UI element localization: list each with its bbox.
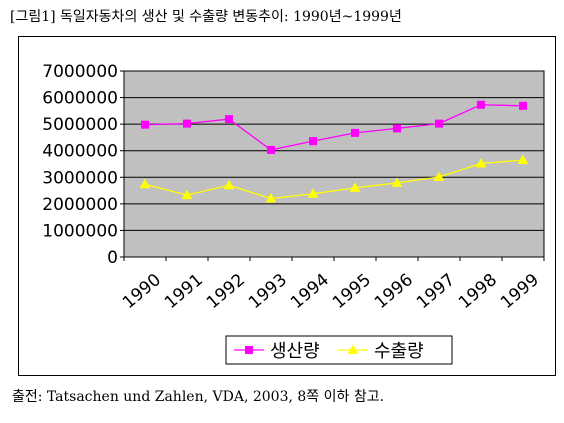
data-point	[351, 128, 359, 137]
y-tick-label: 4000000	[42, 142, 118, 162]
data-point	[307, 188, 319, 198]
series-2	[139, 154, 529, 203]
figure-title: [그림1] 독일자동차의 생산 및 수출량 변동추이: 1990년~1999년	[10, 9, 402, 25]
x-tick-label: 1999	[497, 270, 543, 313]
y-tick-label: 2000000	[42, 195, 118, 215]
y-tick-label: 1000000	[42, 221, 118, 241]
plot-area	[123, 70, 545, 258]
x-tick-label: 1990	[119, 270, 165, 313]
data-point	[309, 137, 317, 146]
y-tick-label: 6000000	[42, 89, 118, 109]
x-tick-label: 1997	[413, 270, 459, 313]
x-tick-label: 1995	[329, 270, 375, 313]
data-point	[349, 182, 361, 192]
legend-label: 수출량	[374, 341, 424, 362]
data-point	[223, 179, 235, 190]
legend-marker	[245, 346, 253, 354]
y-tick-label: 3000000	[42, 168, 118, 188]
data-point	[475, 157, 487, 168]
series-1	[141, 100, 527, 154]
data-point	[267, 145, 275, 154]
data-point	[433, 171, 445, 182]
x-tick-label: 1993	[245, 270, 291, 313]
y-tick-label: 7000000	[42, 62, 118, 82]
x-tick-label: 1991	[161, 270, 207, 313]
x-tick-label: 1998	[455, 270, 501, 313]
legend-marker	[347, 344, 359, 354]
legend-label: 생산량	[270, 341, 320, 362]
data-point	[225, 115, 233, 124]
y-tick-label: 0	[107, 248, 118, 268]
data-point	[393, 124, 401, 133]
data-point	[435, 119, 443, 128]
data-point	[183, 119, 191, 128]
data-point	[517, 154, 529, 165]
data-point	[519, 101, 527, 110]
legend-item: 수출량	[338, 341, 424, 362]
series-line	[144, 104, 524, 151]
data-point	[181, 189, 193, 200]
x-tick-label: 1994	[287, 270, 333, 313]
x-tick-label: 1992	[203, 270, 249, 313]
data-point	[477, 100, 485, 109]
source-caption: 출전: Tatsachen und Zahlen, VDA, 2003, 8쪽 …	[12, 389, 385, 405]
chart-frame: 0 1000000 2000000 3000000 4000000 5000000 6000…	[18, 36, 556, 376]
data-point	[391, 177, 403, 187]
data-point	[139, 178, 151, 189]
line-chart: 0 1000000 2000000 3000000 4000000 5000000 6000…	[42, 62, 545, 365]
x-tick-label: 1996	[371, 270, 417, 313]
series-line	[144, 159, 524, 200]
y-tick-label: 5000000	[42, 115, 118, 135]
legend-item: 생산량	[234, 341, 320, 362]
data-point	[265, 193, 277, 203]
data-point	[141, 120, 149, 129]
